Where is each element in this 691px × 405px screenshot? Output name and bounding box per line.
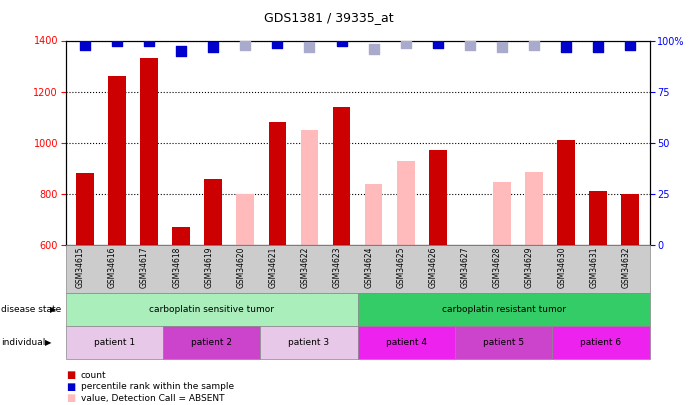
Bar <box>589 191 607 245</box>
Text: GSM34625: GSM34625 <box>397 247 406 288</box>
Point <box>144 37 155 44</box>
Bar <box>365 184 382 245</box>
Bar <box>108 76 126 245</box>
Text: GSM34630: GSM34630 <box>557 247 566 288</box>
Point <box>208 43 219 50</box>
Text: GSM34631: GSM34631 <box>589 247 598 288</box>
Point <box>625 41 636 48</box>
Point <box>400 39 411 46</box>
Text: patient 5: patient 5 <box>483 338 524 347</box>
Bar <box>558 140 575 245</box>
Text: value, Detection Call = ABSENT: value, Detection Call = ABSENT <box>81 394 225 403</box>
Point <box>368 45 379 52</box>
Text: GSM34624: GSM34624 <box>365 247 374 288</box>
Text: GSM34628: GSM34628 <box>493 247 502 288</box>
Text: patient 2: patient 2 <box>191 338 232 347</box>
Text: count: count <box>81 371 106 380</box>
Bar <box>269 122 286 245</box>
Point <box>111 37 122 44</box>
Bar <box>236 194 254 245</box>
Point <box>560 43 571 50</box>
Text: GSM34618: GSM34618 <box>172 247 181 288</box>
Point <box>464 41 475 48</box>
Text: carboplatin sensitive tumor: carboplatin sensitive tumor <box>149 305 274 314</box>
Text: GSM34622: GSM34622 <box>301 247 310 288</box>
Text: ▶: ▶ <box>50 305 56 314</box>
Bar <box>397 161 415 245</box>
Point <box>529 41 540 48</box>
Text: GSM34629: GSM34629 <box>525 247 534 288</box>
Bar <box>493 182 511 245</box>
Text: GDS1381 / 39335_at: GDS1381 / 39335_at <box>263 11 393 24</box>
Bar <box>301 130 319 245</box>
Point <box>433 39 444 46</box>
Bar <box>76 173 94 245</box>
Text: patient 6: patient 6 <box>580 338 621 347</box>
Text: GSM34623: GSM34623 <box>332 247 341 288</box>
Point <box>79 41 91 48</box>
Point <box>496 43 507 50</box>
Bar <box>525 172 543 245</box>
Point <box>176 47 187 54</box>
Text: percentile rank within the sample: percentile rank within the sample <box>81 382 234 391</box>
Bar <box>621 194 639 245</box>
Text: ▶: ▶ <box>45 338 51 347</box>
Bar <box>172 227 190 245</box>
Text: patient 3: patient 3 <box>288 338 330 347</box>
Text: ■: ■ <box>66 393 75 403</box>
Text: disease state: disease state <box>1 305 61 314</box>
Point <box>304 43 315 50</box>
Point <box>272 39 283 46</box>
Text: GSM34620: GSM34620 <box>236 247 245 288</box>
Text: GSM34627: GSM34627 <box>461 247 470 288</box>
Text: GSM34616: GSM34616 <box>108 247 117 288</box>
Bar <box>429 150 446 245</box>
Bar <box>205 179 222 245</box>
Text: GSM34619: GSM34619 <box>205 247 214 288</box>
Text: GSM34626: GSM34626 <box>429 247 438 288</box>
Text: ■: ■ <box>66 382 75 392</box>
Bar <box>140 58 158 245</box>
Text: GSM34615: GSM34615 <box>76 247 85 288</box>
Point <box>336 37 347 44</box>
Text: GSM34632: GSM34632 <box>621 247 630 288</box>
Bar <box>333 107 350 245</box>
Text: patient 4: patient 4 <box>386 338 427 347</box>
Point <box>593 43 604 50</box>
Text: patient 1: patient 1 <box>94 338 135 347</box>
Text: carboplatin resistant tumor: carboplatin resistant tumor <box>442 305 565 314</box>
Text: ■: ■ <box>66 371 75 380</box>
Text: GSM34621: GSM34621 <box>268 247 277 288</box>
Text: GSM34617: GSM34617 <box>140 247 149 288</box>
Point <box>240 41 251 48</box>
Text: individual: individual <box>1 338 46 347</box>
